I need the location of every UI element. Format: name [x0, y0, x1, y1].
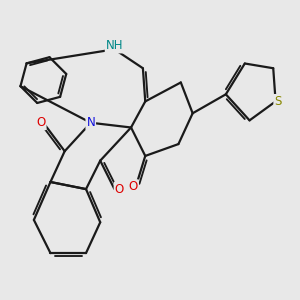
Text: S: S [274, 95, 282, 108]
Text: O: O [129, 180, 138, 193]
Text: O: O [115, 183, 124, 196]
Text: O: O [36, 116, 46, 129]
Text: N: N [86, 116, 95, 129]
Text: NH: NH [106, 40, 123, 52]
